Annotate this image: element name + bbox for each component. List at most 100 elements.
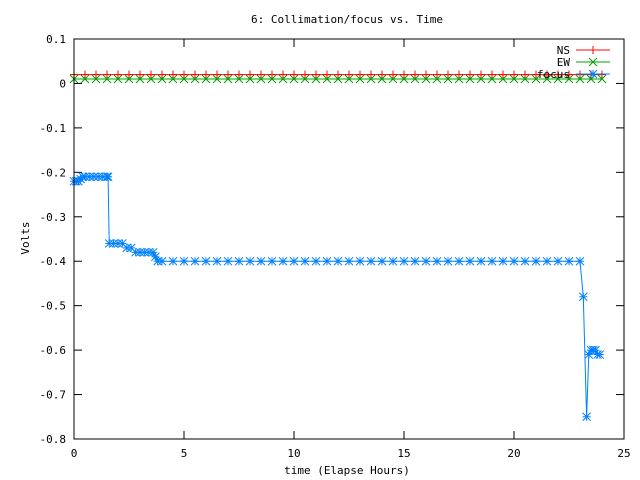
- data-point-ns: [488, 70, 496, 79]
- data-point-focus: [476, 256, 486, 266]
- data-point-ns: [213, 70, 221, 79]
- data-point-focus: [267, 256, 277, 266]
- data-point-focus: [595, 350, 605, 359]
- data-point-ns: [444, 70, 452, 79]
- y-tick-label: 0.1: [46, 33, 66, 46]
- x-tick-label: 25: [617, 447, 630, 460]
- data-point-ew: [454, 74, 464, 84]
- data-point-ew: [388, 74, 398, 84]
- data-point-ew: [553, 74, 563, 84]
- data-point-ns: [433, 70, 441, 79]
- data-point-ns: [400, 70, 408, 79]
- y-tick-label: -0.4: [40, 255, 67, 268]
- data-point-focus: [344, 256, 354, 266]
- data-point-ew: [443, 74, 453, 84]
- x-tick-label: 20: [507, 447, 520, 460]
- chart-title: 6: Collimation/focus vs. Time: [251, 13, 443, 26]
- data-point-ew: [410, 74, 420, 84]
- data-point-focus: [168, 256, 178, 266]
- data-point-focus: [377, 256, 387, 266]
- data-point-ns: [180, 70, 188, 79]
- data-point-focus: [113, 239, 123, 248]
- data-point-ns: [114, 70, 122, 79]
- data-point-ew: [146, 74, 156, 84]
- x-axis-label: time (Elapse Hours): [284, 464, 410, 477]
- data-point-ew: [135, 74, 145, 84]
- data-point-focus: [578, 292, 588, 302]
- data-point-focus: [245, 256, 255, 266]
- data-point-ns: [202, 70, 210, 79]
- data-point-ns: [334, 70, 342, 79]
- data-point-focus: [278, 256, 288, 266]
- data-point-focus: [421, 256, 431, 266]
- data-point-focus: [190, 256, 200, 266]
- data-point-ew: [465, 74, 475, 84]
- data-point-focus: [366, 256, 376, 266]
- data-point-ew: [91, 74, 101, 84]
- data-point-ew: [168, 74, 178, 84]
- data-point-ns: [224, 70, 232, 79]
- data-point-focus: [179, 256, 189, 266]
- data-point-focus: [388, 256, 398, 266]
- data-point-ns: [345, 70, 353, 79]
- legend-label-ew: EW: [557, 56, 571, 69]
- data-point-ns: [499, 70, 507, 79]
- data-point-ns: [290, 70, 298, 79]
- data-point-ew: [575, 74, 585, 84]
- data-point-focus: [289, 256, 299, 266]
- data-point-ns: [268, 70, 276, 79]
- legend-marker-ns: [589, 46, 597, 54]
- data-point-ns: [323, 70, 331, 79]
- data-point-ns: [301, 70, 309, 79]
- data-point-ew: [278, 74, 288, 84]
- data-point-ns: [477, 70, 485, 79]
- data-point-ew: [542, 74, 552, 84]
- legend-item-ns: NS: [557, 44, 610, 57]
- data-point-ns: [455, 70, 463, 79]
- data-point-ns: [279, 70, 287, 79]
- data-point-focus: [85, 172, 94, 182]
- data-point-focus: [212, 256, 222, 266]
- data-point-focus: [553, 256, 563, 266]
- data-point-focus: [575, 256, 585, 266]
- data-point-ns: [598, 70, 606, 79]
- data-point-focus: [89, 172, 99, 182]
- data-point-focus: [509, 256, 519, 266]
- data-point-focus: [410, 256, 420, 266]
- data-point-focus: [103, 172, 113, 182]
- data-point-ns: [136, 70, 144, 79]
- data-point-focus: [531, 256, 541, 266]
- data-point-ns: [191, 70, 199, 79]
- data-point-ew: [509, 74, 519, 84]
- data-point-ns: [510, 70, 518, 79]
- data-point-ns: [521, 70, 529, 79]
- data-point-focus: [223, 256, 233, 266]
- data-point-ew: [201, 74, 211, 84]
- data-point-ew: [377, 74, 387, 84]
- data-point-focus: [157, 256, 167, 266]
- data-point-ns: [125, 70, 133, 79]
- data-point-ew: [267, 74, 277, 84]
- data-point-ns: [389, 70, 397, 79]
- legend-item-focus: focus: [537, 68, 610, 81]
- data-point-ns: [422, 70, 430, 79]
- data-point-ew: [476, 74, 486, 84]
- data-point-focus: [201, 256, 211, 266]
- data-point-ns: [312, 70, 320, 79]
- y-tick-label: -0.5: [40, 300, 67, 313]
- data-point-ns: [466, 70, 474, 79]
- y-tick-label: -0.7: [40, 389, 67, 402]
- data-point-ew: [311, 74, 321, 84]
- data-point-focus: [333, 256, 343, 266]
- y-tick-label: -0.3: [40, 211, 67, 224]
- data-point-focus: [432, 256, 442, 266]
- data-point-ew: [564, 74, 574, 84]
- data-point-focus: [582, 412, 591, 422]
- data-point-ew: [366, 74, 376, 84]
- data-point-focus: [454, 256, 464, 266]
- data-point-ns: [257, 70, 265, 79]
- data-point-focus: [355, 256, 365, 266]
- data-point-ew: [421, 74, 431, 84]
